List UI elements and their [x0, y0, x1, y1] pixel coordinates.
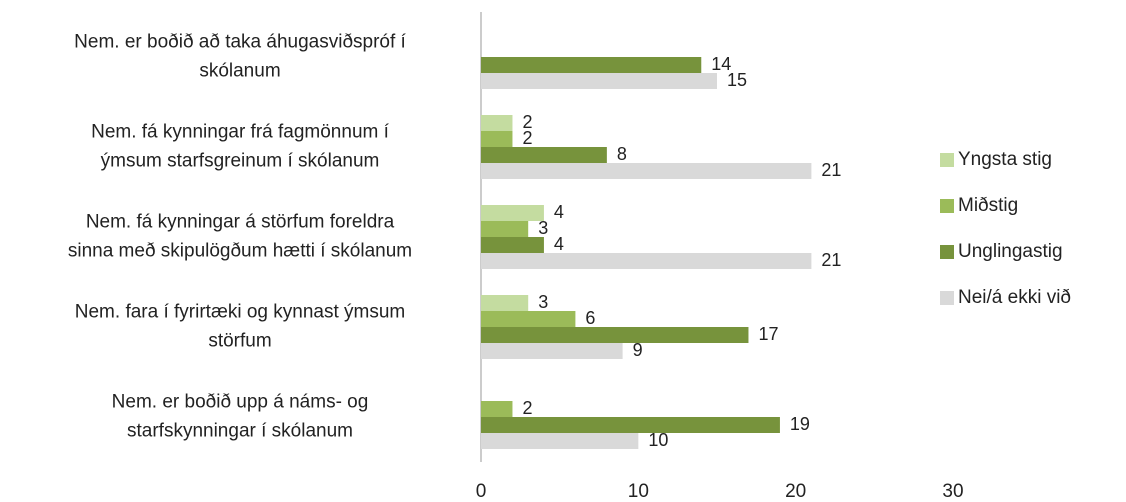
bar [481, 417, 780, 433]
data-label: 3 [538, 218, 548, 238]
data-label: 8 [617, 144, 627, 164]
category-label: Nem. er boðið að taka áhugasviðspróf í [74, 32, 406, 53]
data-label: 19 [790, 414, 810, 434]
legend-label: Miðstig [958, 195, 1018, 216]
bar [481, 57, 702, 73]
category-label: starfskynningar í skólanum [127, 421, 353, 442]
legend-swatch [940, 199, 954, 213]
x-tick-label: 30 [942, 481, 963, 502]
data-label: 15 [727, 70, 747, 90]
category-label: Nem. er boðið upp á náms- og [112, 392, 369, 413]
bar [481, 433, 639, 449]
bar [481, 295, 529, 311]
category-label: störfum [208, 331, 271, 352]
category-label: Nem. fara í fyrirtæki og kynnast ýmsum [75, 302, 405, 323]
data-label: 10 [648, 430, 668, 450]
data-label: 4 [554, 234, 564, 254]
category-label: sinna með skipulögðum hætti í skólanum [68, 241, 412, 262]
data-label: 3 [538, 292, 548, 312]
category-label: ýmsum starfsgreinum í skólanum [101, 151, 380, 172]
data-label: 2 [522, 112, 532, 132]
bar [481, 147, 607, 163]
data-label: 4 [554, 202, 564, 222]
legend-label: Nei/á ekki við [958, 287, 1071, 308]
bar [481, 327, 749, 343]
bar [481, 343, 623, 359]
bar [481, 205, 544, 221]
data-label: 17 [758, 324, 778, 344]
legend-swatch [940, 153, 954, 167]
data-label: 21 [821, 250, 841, 270]
data-label: 21 [821, 160, 841, 180]
legend-swatch [940, 291, 954, 305]
bar [481, 401, 513, 417]
category-label: Nem. fá kynningar frá fagmönnum í [91, 122, 390, 143]
legend-swatch [940, 245, 954, 259]
category-label: Nem. fá kynningar á störfum foreldra [86, 212, 395, 233]
legend-label: Unglingastig [958, 241, 1063, 262]
bar [481, 221, 529, 237]
x-tick-label: 0 [476, 481, 487, 502]
legend-label: Yngsta stig [958, 149, 1052, 170]
bar [481, 115, 513, 131]
bar [481, 73, 717, 89]
data-label: 2 [522, 128, 532, 148]
category-label: skólanum [199, 61, 280, 82]
x-tick-label: 10 [628, 481, 649, 502]
data-label: 2 [522, 398, 532, 418]
bar [481, 131, 513, 147]
data-label: 9 [633, 340, 643, 360]
data-label: 6 [585, 308, 595, 328]
bar [481, 163, 812, 179]
bar [481, 311, 576, 327]
bar [481, 253, 812, 269]
x-tick-label: 20 [785, 481, 806, 502]
bar [481, 237, 544, 253]
data-label: 14 [711, 54, 731, 74]
